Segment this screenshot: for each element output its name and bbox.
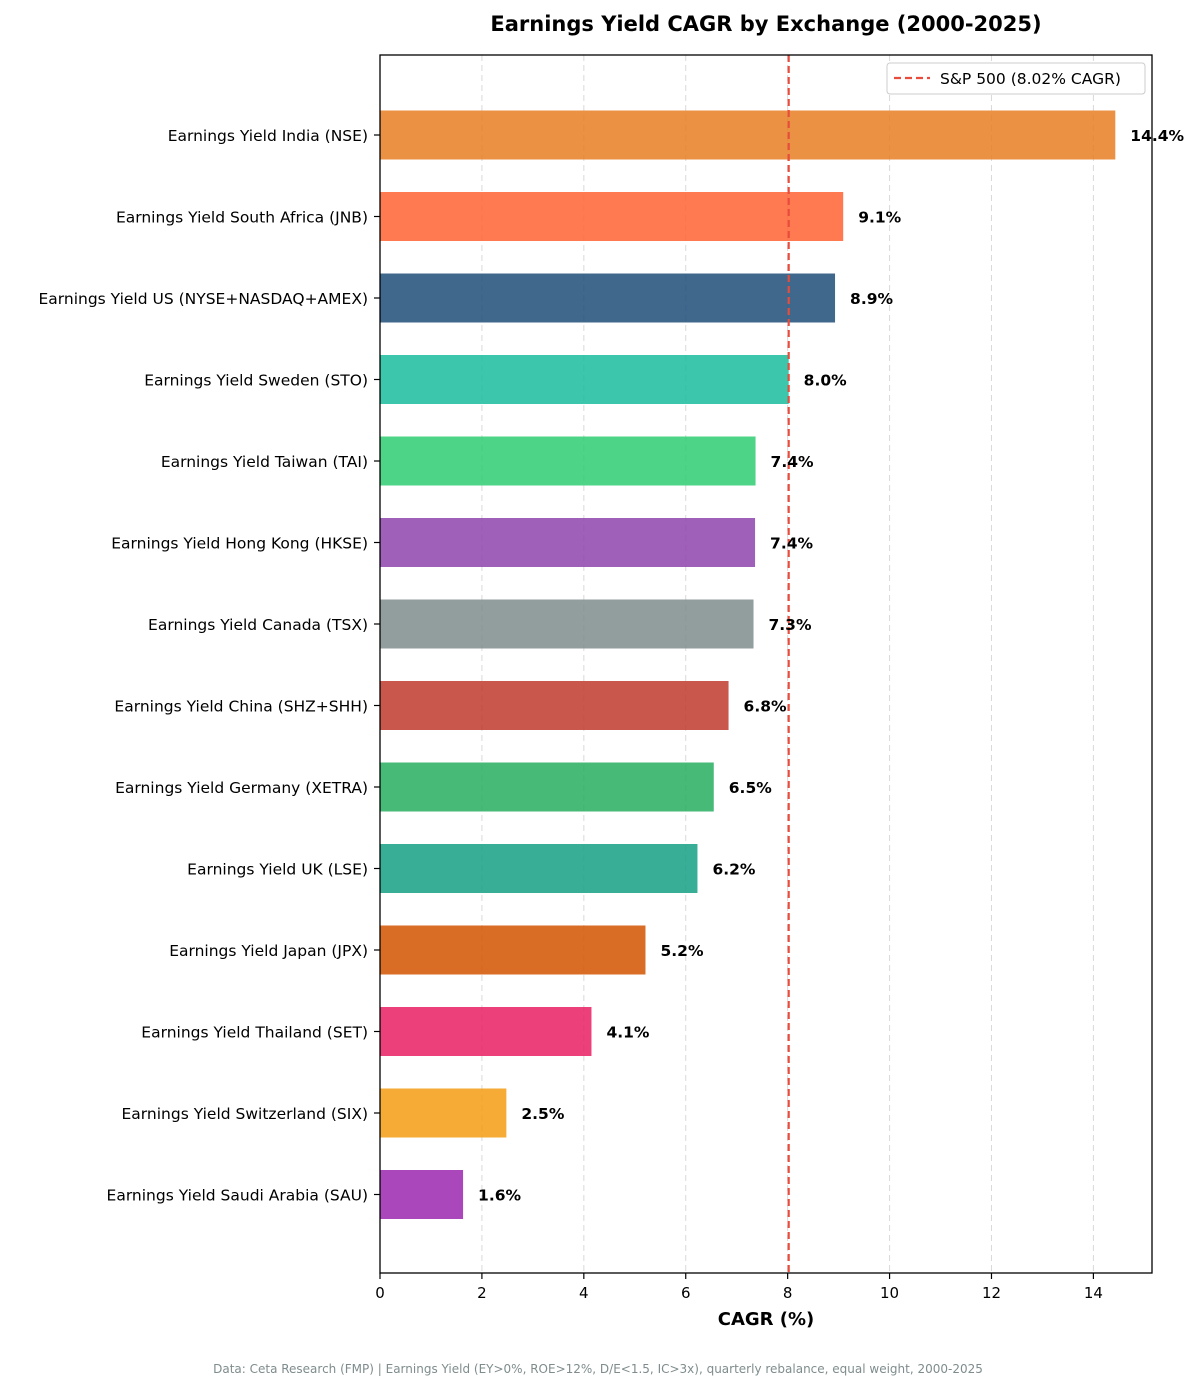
bar-value-label: 1.6% [478,1187,521,1205]
y-tick-label: Earnings Yield Japan (JPX) [169,942,368,960]
y-tick-label: Earnings Yield Thailand (SET) [141,1024,368,1042]
y-tick-label: Earnings Yield Canada (TSX) [148,616,368,634]
bar-value-label: 7.4% [771,453,814,471]
bar-value-label: 4.1% [606,1024,649,1042]
bar [380,1088,507,1138]
y-tick-label: Earnings Yield US (NYSE+NASDAQ+AMEX) [38,290,368,308]
y-tick-label: Earnings Yield Taiwan (TAI) [161,453,368,471]
bar-value-label: 6.2% [712,861,755,879]
bar [380,681,729,730]
bar [380,273,836,323]
x-tick-layer: 0 2 4 6 8 10 12 14 [375,1273,1103,1302]
x-tick-label: 12 [982,1284,1001,1302]
bar-value-label: 6.8% [744,698,787,716]
plot-frame [379,54,1153,1274]
x-tick-label: 4 [579,1284,589,1302]
x-tick-label: 8 [783,1284,793,1302]
footnote: Data: Ceta Research (FMP) | Earnings Yie… [213,1362,983,1376]
y-tick-layer: Earnings Yield India (NSE) Earnings Yield… [38,127,380,1205]
bar [380,1007,592,1056]
bar-value-label: 8.9% [850,290,893,308]
y-tick-label: Earnings Yield South Africa (JNB) [116,209,368,227]
y-tick-label: Earnings Yield Hong Kong (HKSE) [111,535,368,553]
bar [380,925,646,975]
bar-value-label: 7.3% [769,616,812,634]
bar [380,436,756,486]
bar [380,110,1116,160]
bar-value-label: 14.4% [1130,127,1184,145]
bar-value-label: 5.2% [660,942,703,960]
y-tick-label: Earnings Yield China (SHZ+SHH) [114,698,368,716]
legend: S&P 500 (8.02% CAGR) [886,62,1146,95]
x-axis-label: CAGR (%) [718,1309,815,1330]
y-tick-label: Earnings Yield Saudi Arabia (SAU) [107,1187,368,1205]
bar-value-label: 6.5% [729,779,772,797]
x-tick-label: 6 [681,1284,691,1302]
chart-title: Earnings Yield CAGR by Exchange (2000-20… [490,12,1041,36]
bar [380,192,844,241]
bar [380,1170,464,1219]
x-tick-label: 0 [375,1284,385,1302]
legend-box [886,62,1146,95]
legend-label: S&P 500 (8.02% CAGR) [940,70,1121,88]
bar [380,518,756,567]
y-tick-label: Earnings Yield Switzerland (SIX) [122,1105,368,1123]
x-tick-label: 2 [477,1284,487,1302]
y-tick-label: Earnings Yield UK (LSE) [187,861,368,879]
bar [380,599,754,649]
bar-value-label: 2.5% [521,1105,564,1123]
y-tick-label: Earnings Yield India (NSE) [168,127,368,145]
bar [380,762,714,812]
bar-value-label: 9.1% [858,209,901,227]
bar-value-label: 8.0% [804,372,847,390]
x-tick-label: 14 [1084,1284,1103,1302]
bars-layer [380,110,1116,1219]
bar [380,355,789,404]
y-tick-label: Earnings Yield Germany (XETRA) [115,779,368,797]
bar-value-label: 7.4% [770,535,813,553]
y-tick-label: Earnings Yield Sweden (STO) [144,372,368,390]
x-tick-label: 10 [880,1284,899,1302]
value-labels-layer: 14.4% 9.1% 8.9% 8.0% 7.4% 7.4% 7.3% 6.8% 6.5% 6.2… [478,127,1184,1205]
bar [380,844,698,893]
